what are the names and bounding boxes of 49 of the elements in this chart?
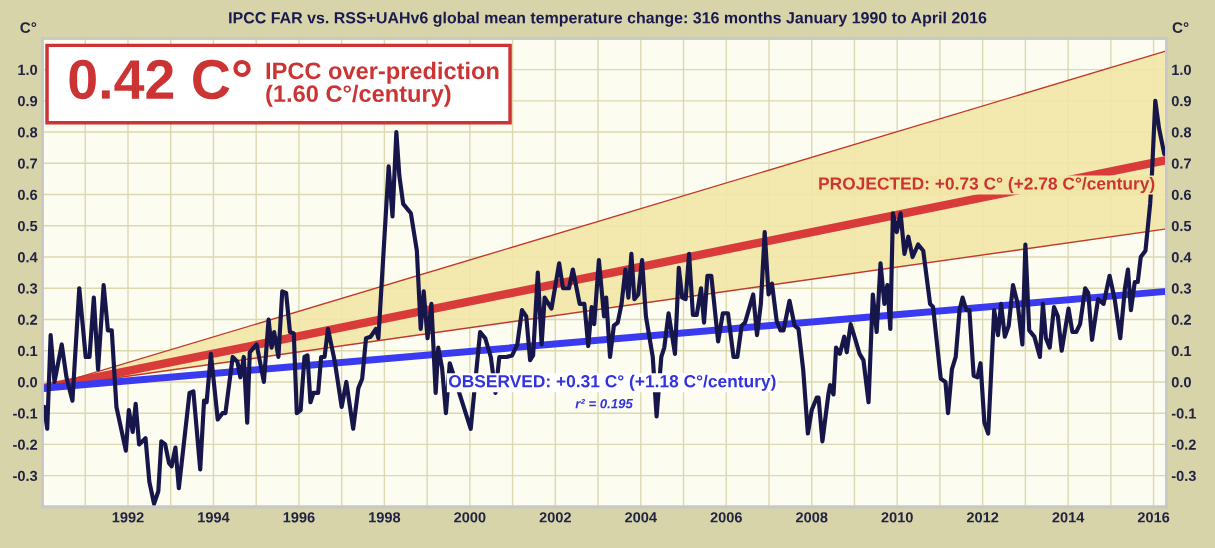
y2-tick-label: 0.4 — [1171, 252, 1192, 263]
x-tick-label: 2006 — [710, 512, 742, 523]
annotation: OBSERVED: +0.31 C° (+1.18 C°/century) — [448, 374, 776, 391]
y2-tick-label: 0.0 — [1171, 377, 1191, 388]
y-tick-label: 1.0 — [18, 64, 38, 76]
y2-tick-label: 0.2 — [1171, 314, 1191, 325]
y-axis-title: C° — [20, 22, 37, 33]
x-tick-label: 1992 — [112, 512, 144, 523]
y-tick-label: -0.2 — [13, 439, 38, 450]
x-tick-label: 2002 — [539, 512, 571, 523]
y2-tick-label: 0.1 — [1171, 345, 1192, 357]
y2-axis-title: C° — [1172, 22, 1189, 33]
y-tick-label: 0.4 — [17, 252, 38, 263]
annotation: IPCC over-prediction (1.60 C°/century) — [266, 61, 499, 107]
y2-tick-label: 1.0 — [1172, 64, 1191, 76]
annotation: 0.42 C° — [69, 59, 251, 100]
x-tick-label: 2004 — [625, 512, 657, 523]
x-tick-label: 2008 — [796, 512, 828, 523]
x-tick-label: 1994 — [198, 512, 230, 523]
x-tick-label: 1996 — [283, 512, 315, 523]
x-tick-label: 1998 — [369, 512, 401, 523]
annotation: r² = 0.195 — [575, 398, 633, 409]
y2-tick-label: 0.8 — [1171, 127, 1192, 138]
chart-title: IPCC FAR vs. RSS+UAHv6 global mean temperature change: 316 months January 1990 to April 2016 — [229, 11, 987, 27]
y-tick-label: -0.3 — [13, 470, 38, 482]
y-tick-label: 0.5 — [17, 220, 38, 232]
y2-tick-label: -0.2 — [1171, 439, 1196, 450]
y2-tick-label: 0.3 — [1171, 283, 1192, 294]
y2-tick-label: 0.9 — [1171, 95, 1191, 107]
y-tick-label: 0.0 — [17, 377, 38, 388]
y2-tick-label: 0.5 — [1171, 220, 1192, 232]
y-tick-label: 0.8 — [17, 127, 38, 138]
x-tick-label: 2016 — [1137, 512, 1170, 523]
y2-tick-label: 0.7 — [1171, 158, 1191, 169]
y2-tick-label: -0.1 — [1171, 408, 1196, 419]
x-tick-label: 2014 — [1052, 512, 1085, 523]
y2-tick-label: 0.6 — [1171, 189, 1192, 200]
x-tick-label: 2012 — [966, 512, 999, 523]
x-tick-label: 2000 — [454, 512, 486, 523]
y-tick-label: 0.3 — [17, 283, 38, 294]
annotation: PROJECTED: +0.73 C° (+2.78 C°/century) — [819, 176, 1155, 194]
x-tick-label: 2010 — [881, 512, 913, 523]
y-tick-label: -0.1 — [13, 408, 38, 419]
y-tick-label: 0.2 — [17, 314, 38, 325]
y-tick-label: 0.9 — [17, 95, 38, 107]
y-tick-label: 0.6 — [17, 189, 38, 200]
y2-tick-label: -0.3 — [1171, 470, 1196, 482]
y-tick-label: 0.7 — [17, 158, 38, 169]
y-tick-label: 0.1 — [17, 345, 38, 357]
